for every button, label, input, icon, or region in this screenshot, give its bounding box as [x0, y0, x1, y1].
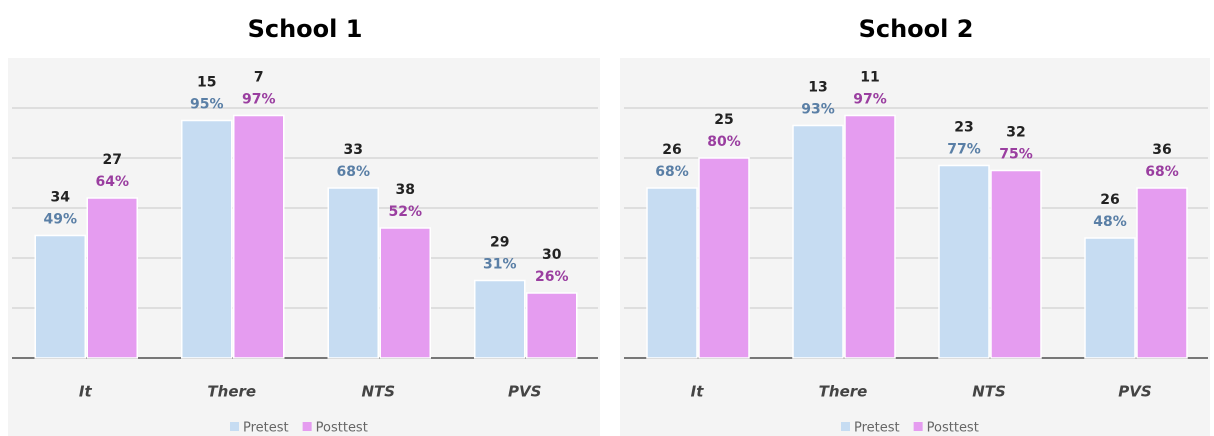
- count-label: 11: [860, 70, 879, 86]
- value-label: 68%: [1145, 164, 1179, 180]
- chart-title: School 1: [248, 15, 363, 43]
- legend-label: Pretest: [854, 421, 900, 436]
- x-tick-label: There: [819, 383, 868, 401]
- bar: [1136, 187, 1188, 359]
- count-label: 27: [103, 152, 122, 168]
- value-label: 80%: [707, 134, 741, 150]
- x-tick-label: PVS: [508, 383, 541, 401]
- count-label: 29: [490, 235, 509, 251]
- legend-swatch: [302, 422, 312, 431]
- x-tick-label: It: [79, 383, 93, 401]
- count-label: 23: [954, 120, 973, 136]
- bar: [938, 164, 990, 359]
- value-label: 75%: [999, 147, 1033, 163]
- value-label: 93%: [801, 102, 835, 118]
- bar: [526, 292, 578, 359]
- count-label: 13: [808, 80, 827, 96]
- value-label: 68%: [336, 164, 370, 180]
- value-label: 48%: [1093, 214, 1127, 230]
- chart-title: School 2: [859, 15, 974, 43]
- bar: [181, 119, 233, 359]
- count-label: 36: [1152, 142, 1171, 158]
- legend-swatch: [913, 422, 923, 431]
- value-label: 97%: [242, 92, 276, 108]
- count-label: 26: [662, 142, 681, 158]
- legend-swatch: [230, 422, 239, 431]
- count-label: 32: [1006, 125, 1025, 141]
- bar: [990, 169, 1042, 359]
- bar: [327, 187, 379, 359]
- count-label: 34: [51, 190, 71, 206]
- value-label: 95%: [190, 97, 224, 113]
- x-tick-label: NTS: [361, 383, 395, 401]
- legend-label: Pretest: [243, 421, 289, 436]
- x-tick-label: It: [691, 383, 705, 401]
- bar: [474, 279, 526, 359]
- value-label: 49%: [43, 212, 77, 228]
- bar: [646, 187, 698, 359]
- bar: [86, 197, 138, 359]
- count-label: 7: [254, 70, 264, 86]
- count-label: 33: [344, 142, 363, 158]
- legend-swatch: [841, 422, 850, 431]
- count-label: 38: [396, 182, 415, 198]
- bar: [379, 227, 431, 359]
- value-label: 97%: [853, 92, 887, 108]
- value-label: 68%: [655, 164, 689, 180]
- count-label: 30: [542, 247, 562, 263]
- count-label: 25: [714, 112, 733, 128]
- x-tick-label: There: [207, 383, 256, 401]
- value-label: 26%: [535, 269, 569, 285]
- value-label: 52%: [388, 204, 422, 220]
- count-label: 26: [1100, 192, 1119, 208]
- legend-label: Posttest: [927, 421, 979, 436]
- legend-label: Posttest: [316, 421, 368, 436]
- x-tick-label: PVS: [1118, 383, 1151, 401]
- x-tick-label: NTS: [972, 383, 1006, 401]
- value-label: 31%: [483, 257, 517, 273]
- bar: [233, 114, 285, 359]
- bar: [792, 124, 844, 359]
- bar: [698, 157, 750, 359]
- value-label: 77%: [947, 142, 981, 158]
- count-label: 15: [197, 75, 216, 91]
- bar: [34, 234, 86, 359]
- value-label: 64%: [95, 174, 129, 190]
- bar: [1084, 237, 1136, 359]
- bar: [844, 114, 896, 359]
